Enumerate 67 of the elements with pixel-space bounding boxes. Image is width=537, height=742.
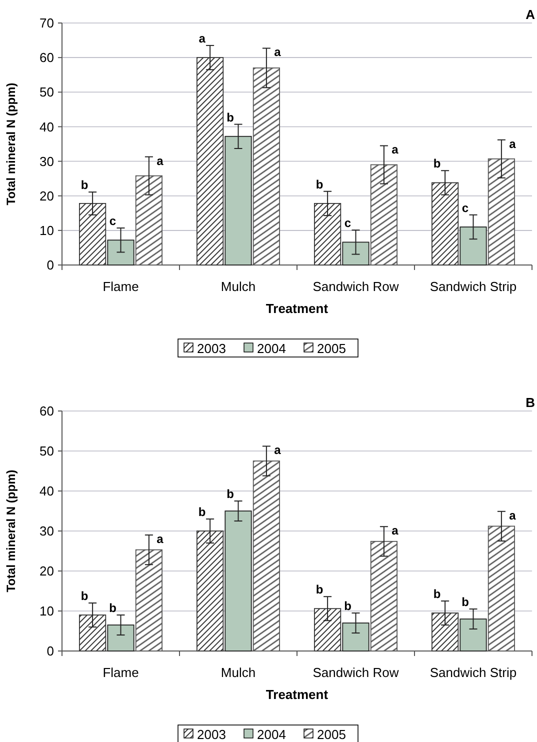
bar <box>196 530 224 652</box>
y-tick-label: 60 <box>40 50 54 66</box>
data-label: a <box>509 508 516 522</box>
x-tick-label: Mulch <box>220 279 256 294</box>
data-label: b <box>226 110 234 124</box>
y-axis-title: Total mineral N (ppm) <box>4 470 18 592</box>
data-label: a <box>156 154 164 168</box>
bar <box>314 608 342 652</box>
x-axis-title: Treatment <box>266 687 329 702</box>
chart-title: B <box>526 395 535 410</box>
legend-label: 2004 <box>257 341 286 356</box>
bar <box>432 182 459 266</box>
data-label: b <box>433 156 441 171</box>
data-label: c <box>462 200 469 215</box>
legend-label: 2005 <box>317 341 346 356</box>
x-tick-label: Sandwich Strip <box>430 665 517 680</box>
data-label: b <box>316 177 324 192</box>
x-tick-label: Flame <box>102 665 139 680</box>
y-tick-label: 10 <box>40 604 54 619</box>
data-label: b <box>80 178 88 192</box>
data-label: a <box>198 31 206 46</box>
x-tick-label: Sandwich Row <box>312 665 400 680</box>
data-label: c <box>344 216 352 230</box>
y-tick-label: 20 <box>40 188 54 204</box>
data-label: b <box>462 595 469 609</box>
data-label: a <box>274 443 282 458</box>
x-tick-label: Sandwich Row <box>312 279 400 294</box>
data-label: b <box>344 599 352 613</box>
bar <box>196 57 224 266</box>
x-tick-label: Flame <box>102 279 139 294</box>
y-tick-label: 50 <box>40 84 54 100</box>
y-axis-title: Total mineral N (ppm) <box>4 82 18 206</box>
y-tick-label: 0 <box>46 644 54 659</box>
data-label: a <box>156 532 164 546</box>
y-tick-label: 40 <box>40 484 54 499</box>
data-label: a <box>509 136 516 151</box>
data-label: b <box>109 601 116 615</box>
y-tick-label: 10 <box>40 222 54 238</box>
y-tick-label: 50 <box>40 444 54 459</box>
y-tick-label: 30 <box>40 154 54 169</box>
y-tick-label: 20 <box>40 564 54 579</box>
legend-label: 2003 <box>197 341 226 356</box>
x-tick-label: Mulch <box>220 665 256 680</box>
data-label: b <box>226 487 234 501</box>
data-label: b <box>316 582 324 597</box>
legend-label: 2005 <box>317 727 346 742</box>
chart-title: A <box>526 7 536 22</box>
bar <box>79 614 106 652</box>
y-tick-label: 70 <box>40 16 54 31</box>
bar <box>314 203 342 266</box>
data-label: c <box>109 214 116 228</box>
bar <box>79 203 106 266</box>
data-label: a <box>392 142 399 157</box>
bar <box>432 612 459 652</box>
y-tick-label: 60 <box>40 404 54 419</box>
x-axis-title: Treatment <box>266 301 329 316</box>
data-label: b <box>433 587 441 601</box>
y-tick-label: 40 <box>40 119 54 134</box>
data-label: b <box>80 589 88 603</box>
y-tick-label: 0 <box>46 258 54 273</box>
y-tick-label: 30 <box>40 524 54 539</box>
legend-label: 2003 <box>197 727 226 742</box>
data-label: b <box>198 505 206 519</box>
data-label: a <box>274 45 282 60</box>
legend-label: 2004 <box>257 727 286 742</box>
x-tick-label: Sandwich Strip <box>430 279 517 294</box>
data-label: a <box>392 524 399 538</box>
